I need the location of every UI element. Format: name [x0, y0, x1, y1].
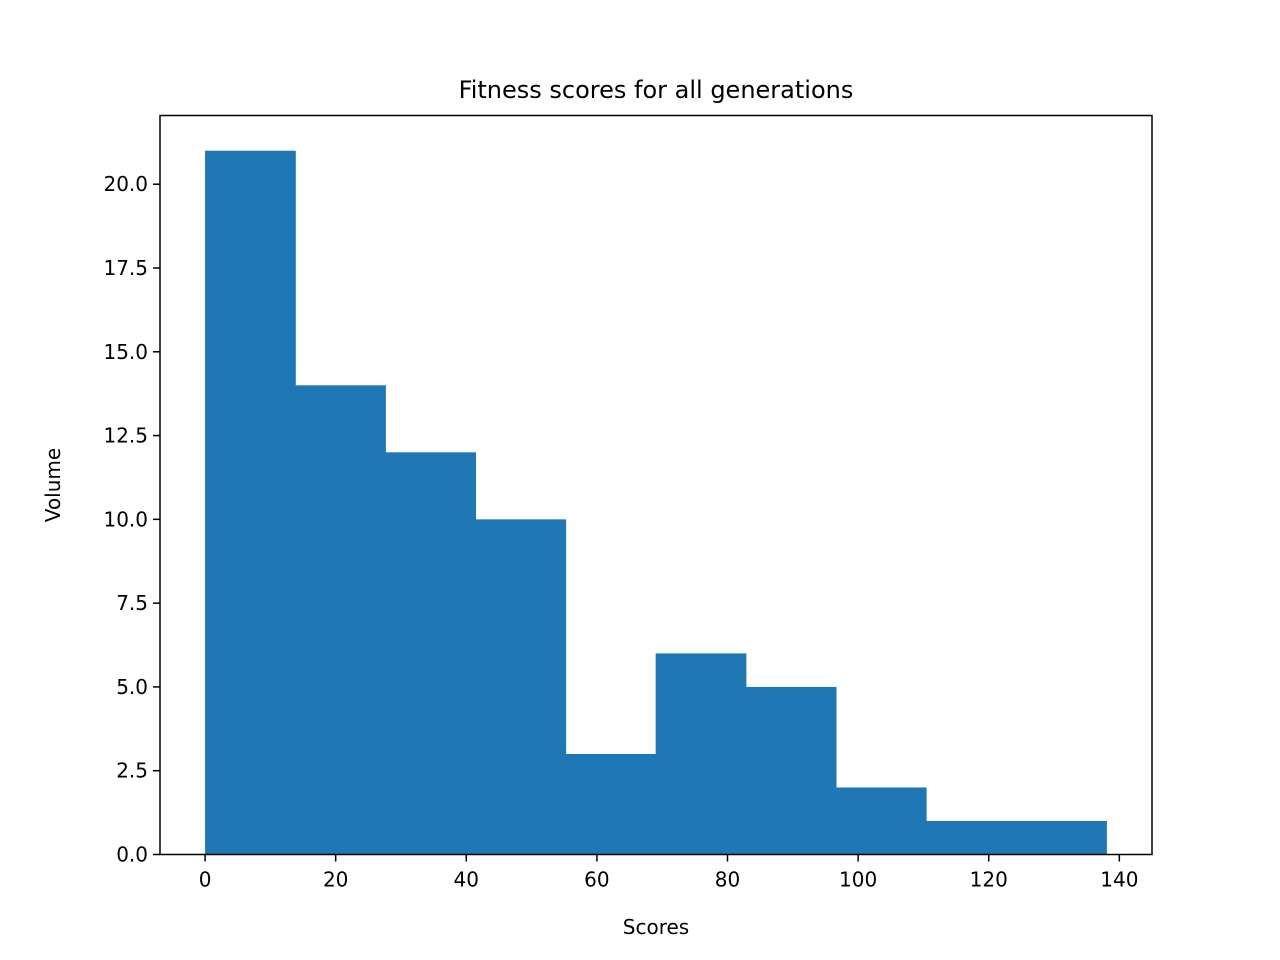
bars-group	[205, 150, 1107, 855]
y-tick-label: 0.0	[116, 843, 148, 867]
y-tick-label: 10.0	[103, 507, 148, 531]
y-tick-label: 20.0	[103, 172, 148, 196]
y-tick-label: 2.5	[116, 759, 148, 783]
x-tick-label: 60	[584, 868, 609, 892]
x-tick-label: 100	[839, 868, 877, 892]
histogram-bar	[1016, 820, 1107, 855]
histogram-bar	[385, 452, 477, 855]
x-tick-label: 140	[1100, 868, 1138, 892]
x-axis-ticks: 0 20 40 60 80 100 120 140	[199, 854, 1138, 892]
y-tick-label: 7.5	[116, 591, 148, 615]
histogram-bar	[205, 150, 296, 855]
y-tick-label: 5.0	[116, 675, 148, 699]
y-tick-label: 17.5	[103, 256, 148, 280]
x-tick-label: 20	[323, 868, 348, 892]
x-tick-label: 80	[715, 868, 740, 892]
histogram-bar	[475, 519, 567, 855]
histogram-bar	[835, 787, 927, 855]
plot-frame	[159, 114, 1153, 856]
histogram-bar	[745, 686, 837, 855]
x-tick-label: 120	[970, 868, 1008, 892]
x-tick-label: 0	[199, 868, 212, 892]
y-axis-label: Volume	[41, 448, 65, 522]
y-tick-label: 15.0	[103, 340, 148, 364]
y-axis-ticks: 0.0 2.5 5.0 7.5 10.0 12.5 15.0 17.5 20.0	[103, 172, 160, 867]
histogram-bar	[565, 753, 657, 855]
chart-title: Fitness scores for all generations	[459, 76, 854, 104]
histogram-bar	[926, 820, 1017, 855]
y-tick-label: 12.5	[103, 424, 148, 448]
x-axis-label: Scores	[623, 915, 689, 939]
histogram-bar	[295, 385, 386, 855]
histogram-bar	[655, 653, 747, 855]
x-tick-label: 40	[454, 868, 479, 892]
